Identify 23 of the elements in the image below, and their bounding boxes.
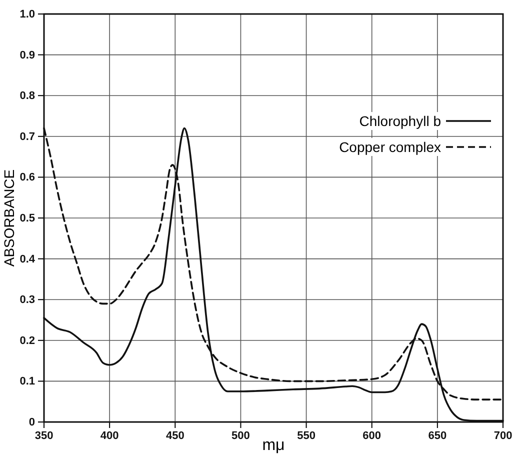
x-tick-label: 700 <box>494 430 512 442</box>
y-tick-label: 0.1 <box>20 376 35 388</box>
x-tick-label: 550 <box>297 430 316 442</box>
y-tick-label: 0.9 <box>20 49 35 62</box>
y-tick-label: 1.0 <box>20 8 35 21</box>
x-tick-label: 650 <box>428 430 447 442</box>
x-tick-label: 400 <box>100 430 119 442</box>
y-tick-label: 0.8 <box>20 90 35 102</box>
x-axis-title: mμ <box>262 437 285 454</box>
y-tick-label: 0 <box>28 416 35 429</box>
y-tick-label: 0.7 <box>20 130 35 143</box>
y-tick-label: 0.4 <box>20 253 36 266</box>
y-tick-label: 0.3 <box>20 294 35 306</box>
y-tick-label: 0.6 <box>20 172 35 184</box>
y-tick-label: 0.5 <box>20 212 35 225</box>
legend-label: Copper complex <box>339 139 441 155</box>
x-tick-label: 350 <box>34 430 54 442</box>
x-tick-label: 600 <box>362 430 382 442</box>
x-tick-label: 450 <box>166 430 184 442</box>
legend-label: Chlorophyll b <box>359 113 442 129</box>
y-axis-title: ABSORBANCE <box>1 169 17 267</box>
x-tick-label: 500 <box>232 430 250 442</box>
y-tick-label: 0.2 <box>20 334 35 347</box>
